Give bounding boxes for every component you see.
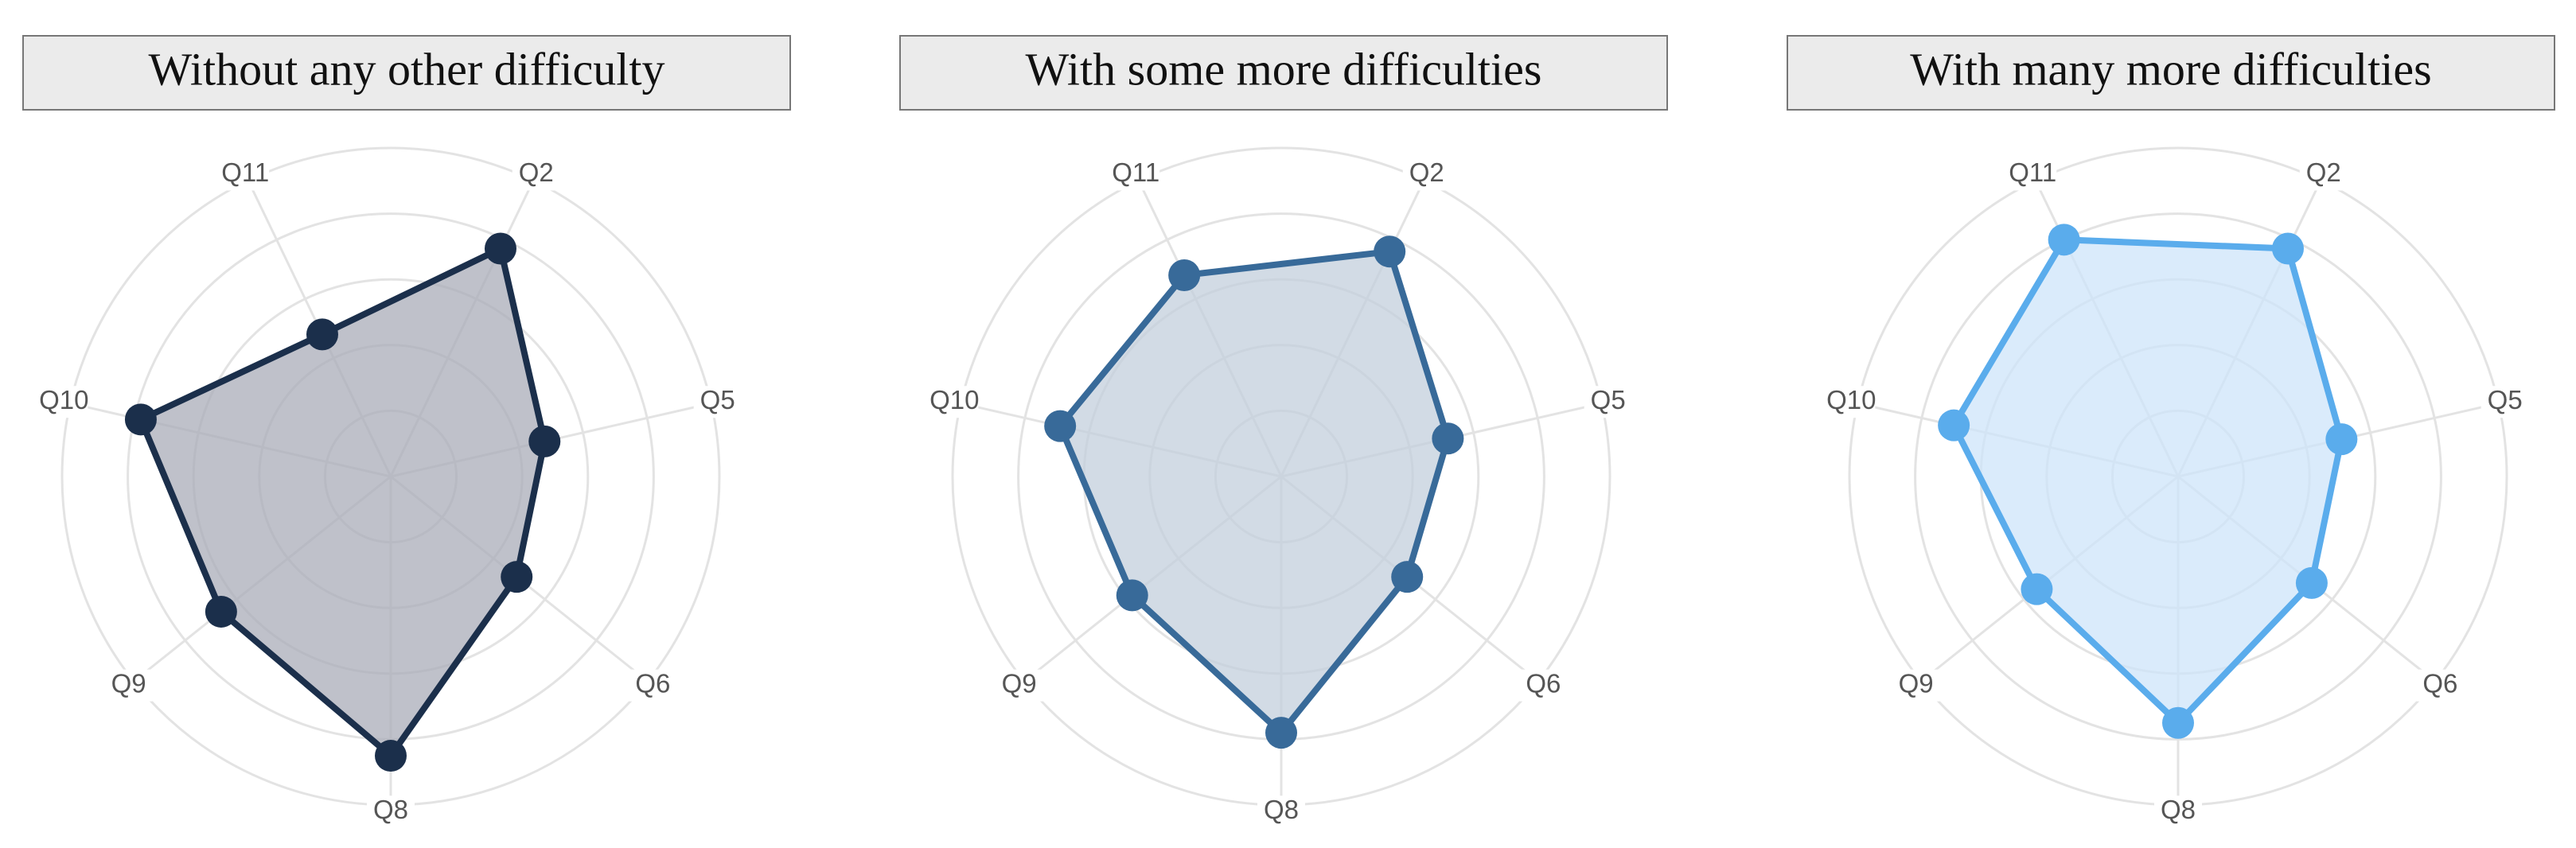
radar-area xyxy=(1951,236,2345,726)
label-bg xyxy=(2009,158,2057,191)
point xyxy=(2325,423,2358,456)
point xyxy=(2271,232,2304,265)
point xyxy=(1938,409,1970,442)
axis-label: Q5 xyxy=(700,385,735,414)
title-box xyxy=(1787,35,2555,111)
label-bg xyxy=(1584,386,1632,418)
chart-title: With many more difficulties xyxy=(1910,43,2431,95)
point xyxy=(2021,573,2053,605)
point xyxy=(1044,410,1077,442)
label-bg xyxy=(693,386,742,418)
label-bg xyxy=(1827,386,1876,418)
point xyxy=(1374,235,1406,268)
point xyxy=(2295,566,2328,599)
label-bg xyxy=(995,669,1043,702)
axis-label: Q2 xyxy=(2306,158,2341,187)
chart-title: Without any other difficulty xyxy=(149,43,665,95)
axis-label: Q9 xyxy=(1899,668,1934,698)
label-bg xyxy=(2481,386,2529,418)
label-bg xyxy=(2299,158,2348,191)
label-bg xyxy=(1112,158,1160,191)
label-bg xyxy=(512,158,560,191)
point xyxy=(306,318,338,351)
axis-label: Q9 xyxy=(1002,668,1037,698)
point xyxy=(2048,224,2080,256)
axis-label: Q9 xyxy=(111,668,146,698)
point xyxy=(1432,422,1464,455)
label-bg xyxy=(1402,158,1451,191)
point xyxy=(1265,717,1297,749)
label-bg xyxy=(104,669,153,702)
axis-label: Q5 xyxy=(1591,385,1626,414)
axis-label: Q6 xyxy=(1526,668,1561,698)
point xyxy=(501,561,533,593)
radar-area xyxy=(137,245,548,759)
axis-label: Q8 xyxy=(373,795,408,824)
title-box xyxy=(899,35,1668,111)
point xyxy=(528,425,561,457)
axis-label: Q11 xyxy=(221,158,269,187)
point xyxy=(375,740,407,772)
label-bg xyxy=(629,669,677,702)
axis-label: Q8 xyxy=(2161,795,2196,824)
point xyxy=(124,403,157,436)
point xyxy=(205,595,237,628)
axis-label: Q11 xyxy=(2009,158,2056,187)
axis-label: Q5 xyxy=(2488,385,2523,414)
axis-label: Q8 xyxy=(1264,795,1299,824)
axis-label: Q10 xyxy=(929,385,979,414)
axis-label: Q2 xyxy=(1409,158,1444,187)
label-bg xyxy=(367,795,415,828)
label-bg xyxy=(40,386,88,418)
chart-title: With some more difficulties xyxy=(1026,43,1542,95)
label-bg xyxy=(2154,795,2202,828)
axis-label: Q6 xyxy=(635,668,670,698)
label-bg xyxy=(221,158,270,191)
axis-label: Q10 xyxy=(39,385,88,414)
label-bg xyxy=(2416,669,2465,702)
axis-label: Q6 xyxy=(2422,668,2457,698)
point xyxy=(484,232,516,265)
point xyxy=(1116,579,1148,612)
radar-chart: With many more difficulties Q2 Q5 Q6 Q8 Q9 Q10… xyxy=(1787,35,2555,828)
axis-label: Q11 xyxy=(1112,158,1159,187)
radar-chart: Without any other difficulty Q2 Q5 Q6 Q8 Q9 Q1… xyxy=(22,35,791,828)
point xyxy=(1391,561,1424,593)
label-bg xyxy=(1257,795,1305,828)
label-bg xyxy=(1519,669,1568,702)
radar-chart: With some more difficulties Q2 Q5 Q6 Q8 Q9 Q10… xyxy=(899,35,1668,828)
point xyxy=(2162,706,2194,739)
point xyxy=(1168,259,1201,291)
label-bg xyxy=(930,386,979,418)
title-box xyxy=(22,35,791,111)
axis-label: Q10 xyxy=(1826,385,1876,414)
label-bg xyxy=(1892,669,1940,702)
axis-label: Q2 xyxy=(519,158,554,187)
radar-area xyxy=(1057,248,1452,737)
